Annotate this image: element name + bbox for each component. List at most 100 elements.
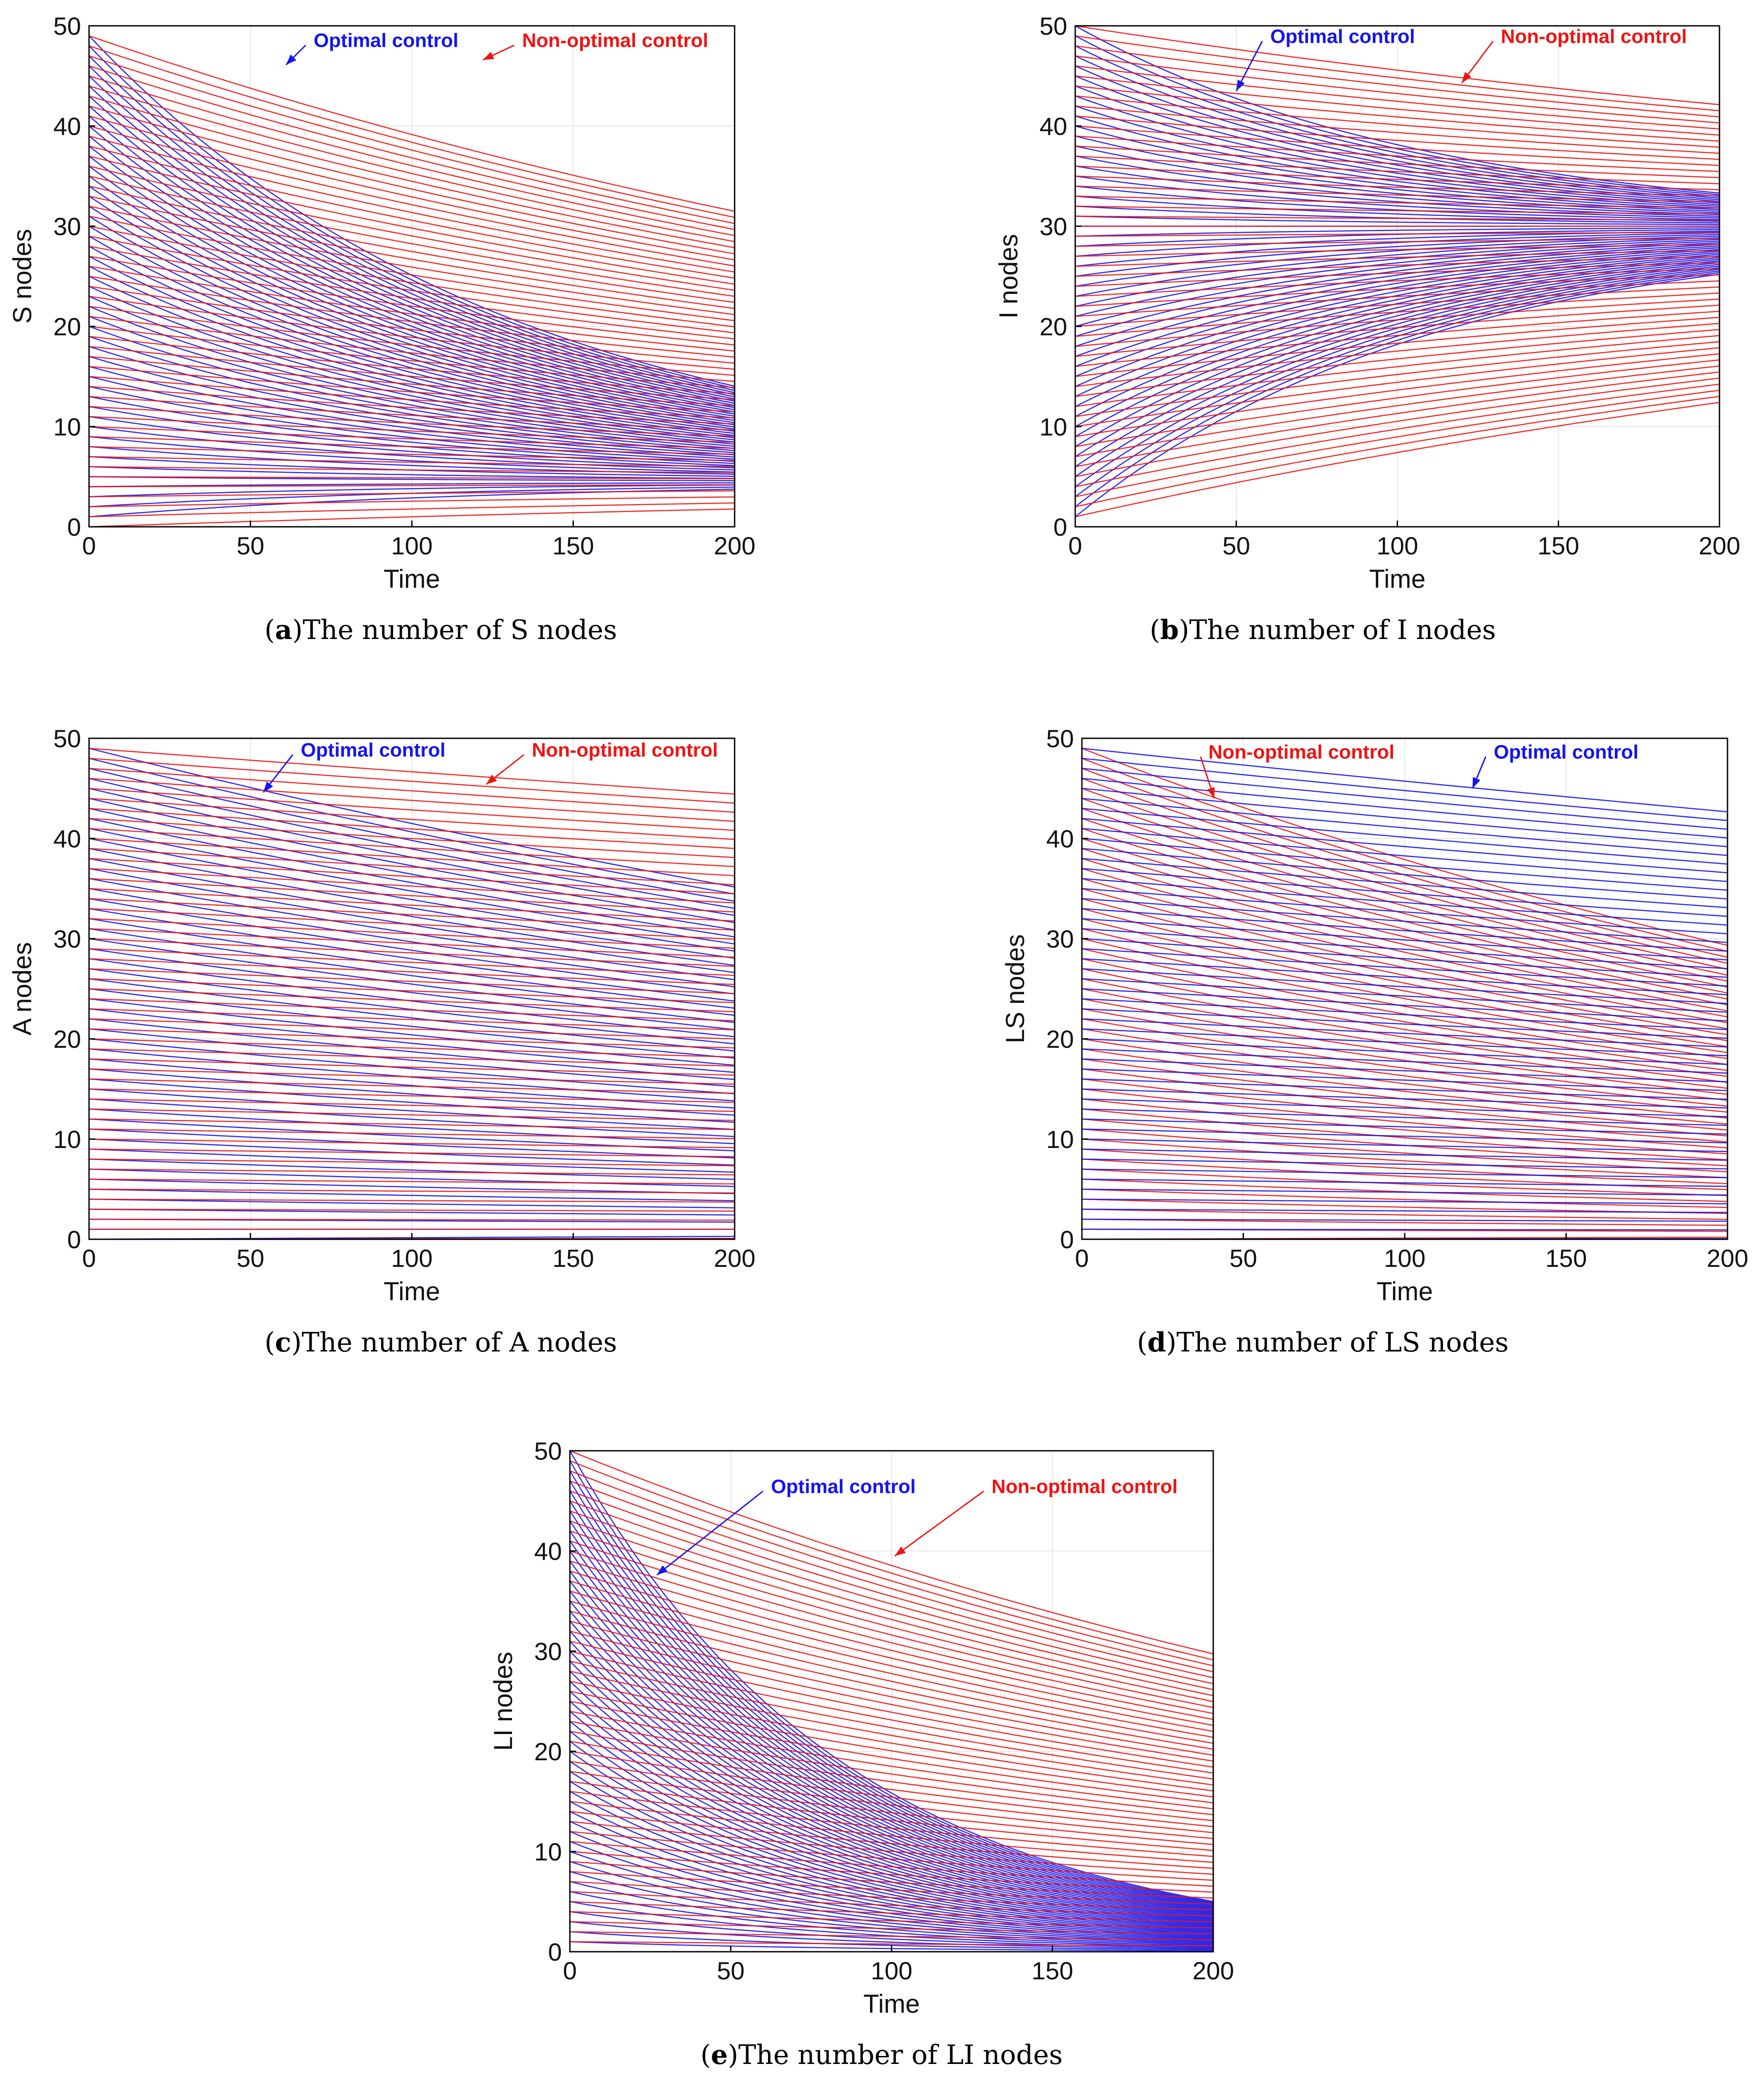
series-line [1081, 948, 1728, 1065]
series-line [569, 1620, 1214, 1756]
y-tick-label: 50 [534, 1437, 562, 1465]
series-line [1075, 65, 1720, 200]
series-line [1075, 165, 1720, 191]
series-line [1075, 329, 1720, 397]
series-line [89, 1178, 735, 1194]
caption-text: The number of LI nodes [738, 2039, 1063, 2071]
annotation-label: Non-optimal control [522, 30, 708, 52]
series-line [89, 838, 735, 952]
series-line [89, 245, 735, 432]
series-line [1081, 757, 1728, 821]
series-line [1075, 395, 1720, 508]
series-line [89, 1108, 735, 1144]
y-tick-label: 20 [534, 1738, 562, 1766]
series-line [89, 928, 735, 1016]
series-line [1081, 788, 1728, 847]
series-line [1081, 848, 1728, 900]
y-axis-label: S nodes [8, 229, 37, 324]
series-line [569, 1630, 1214, 1762]
series-line [1081, 1078, 1728, 1100]
chart-panel-b: 0 50 100 150 200 0 10 20 30 40 50 Time I nodes Optima… [882, 0, 1764, 659]
series-line [1075, 35, 1720, 195]
series-line [1081, 968, 1728, 1004]
series-line [569, 1701, 1214, 1927]
series-line [1081, 858, 1728, 1012]
series-line [569, 1861, 1214, 1899]
series-line [1081, 1028, 1728, 1113]
series-line [569, 1580, 1214, 1915]
y-tick-label: 20 [1046, 1025, 1074, 1053]
series-non-optimal [1081, 748, 1728, 1240]
series-line [569, 1530, 1214, 1702]
x-axis-label: Time [384, 565, 440, 594]
series-line [1075, 125, 1720, 166]
annotation-arrowhead [263, 781, 273, 793]
chart-b-svg: 0 50 100 150 200 0 10 20 30 40 50 Time I nodes Optima… [994, 12, 1740, 594]
x-tick-label: 50 [717, 1957, 744, 1985]
annotation-arrowhead [894, 1546, 906, 1556]
chart-c-svg: 0 50 100 150 200 0 10 20 30 40 50 Time A nodes Optima… [8, 724, 756, 1306]
annotation-label: Optimal control [771, 1476, 916, 1498]
y-tick-label: 20 [1040, 313, 1067, 341]
series-line [1081, 878, 1728, 1024]
series-line [569, 1640, 1214, 1768]
series-line [1081, 1008, 1728, 1101]
x-tick-label: 150 [553, 532, 594, 560]
series-line [1081, 1128, 1728, 1172]
series-line [1081, 988, 1728, 1089]
series-line [569, 1450, 1214, 1902]
series-line [1081, 1209, 1728, 1213]
series-line [89, 305, 735, 445]
series-line [1075, 371, 1720, 468]
series-line [89, 476, 735, 481]
series-line [569, 1650, 1214, 1774]
series-line [89, 185, 735, 303]
x-tick-label: 100 [1377, 532, 1418, 560]
y-tick-label: 0 [67, 1225, 81, 1254]
series-line [1081, 838, 1728, 891]
series-line [89, 85, 735, 242]
series-line [569, 1891, 1214, 1917]
x-tick-label: 100 [391, 1244, 432, 1272]
series-line [1081, 958, 1728, 1071]
y-tick-label: 10 [53, 1125, 81, 1153]
x-axis-label: Time [863, 1990, 920, 2019]
series-line [89, 998, 735, 1022]
series-line [1081, 1188, 1728, 1196]
series-line [1081, 768, 1728, 830]
series-line [89, 466, 735, 473]
series-line [89, 416, 735, 443]
series-line [1075, 310, 1720, 367]
series-line [89, 484, 735, 497]
series-line [569, 1631, 1214, 1921]
series-line [89, 1098, 735, 1112]
series-line [89, 502, 735, 517]
series-line [569, 1701, 1214, 1803]
caption-d: (d)The number of LS nodes [1137, 1327, 1509, 1358]
series-line [89, 1158, 735, 1180]
series-line [89, 484, 735, 488]
series-line [89, 1008, 735, 1030]
series-line [89, 175, 735, 297]
series-line [89, 406, 735, 437]
x-tick-label: 0 [1068, 532, 1082, 560]
series-line [569, 1811, 1214, 1938]
series-line [1075, 75, 1720, 136]
chart-a-svg: 0 50 100 150 200 0 10 20 30 40 50 Time S nodes Optima… [8, 12, 756, 594]
x-tick-label: 100 [391, 532, 432, 560]
series-line [1075, 145, 1720, 214]
series-line [1081, 978, 1728, 1083]
series-line [89, 165, 735, 291]
series-line [89, 848, 735, 886]
x-tick-label: 150 [1538, 532, 1579, 560]
series-line [569, 1540, 1214, 1708]
caption-text: The number of I nodes [1189, 615, 1496, 646]
series-line [89, 838, 735, 876]
series-line [1075, 253, 1720, 397]
series-line [89, 1088, 735, 1103]
series-optimal [1081, 748, 1728, 1240]
x-tick-label: 50 [1229, 1244, 1257, 1272]
x-tick-label: 0 [82, 532, 96, 560]
series-line [89, 808, 735, 849]
series-line [89, 490, 735, 497]
